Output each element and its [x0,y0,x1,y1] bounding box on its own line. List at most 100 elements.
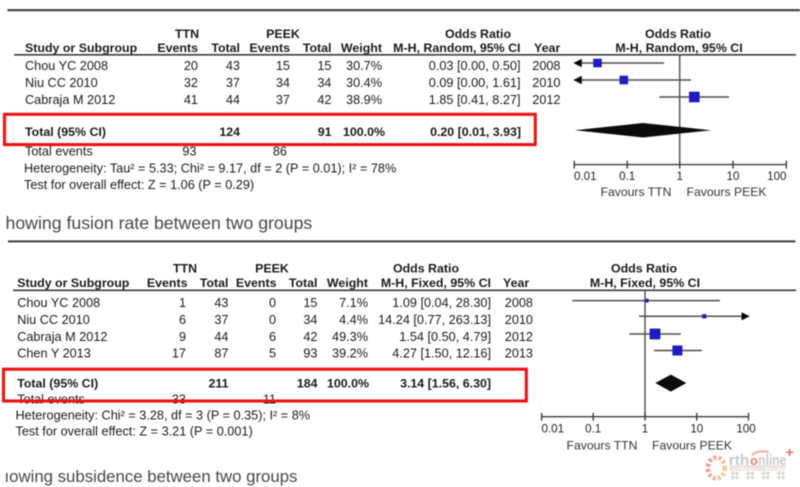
svg-text:+: + [786,445,794,460]
svg-text:211: 211 [209,377,229,391]
svg-text:Events: Events [249,41,290,55]
svg-text:Cabraja M 2012: Cabraja M 2012 [25,93,115,107]
svg-text:1.85 [0.41, 8.27]: 1.85 [0.41, 8.27] [429,93,521,107]
svg-text:Year: Year [503,276,529,290]
svg-text:3.14 [1.56, 6.30]: 3.14 [1.56, 6.30] [400,377,491,391]
svg-text:15: 15 [276,59,290,73]
svg-text:Weight: Weight [327,276,368,290]
svg-text:91: 91 [318,125,332,139]
svg-text:Total: Total [211,41,240,55]
svg-text:44: 44 [226,93,240,107]
svg-text:Odds Ratio: Odds Ratio [393,262,460,276]
svg-text:2012: 2012 [505,330,533,344]
svg-text:41: 41 [184,93,198,107]
svg-text:TTN: TTN [173,262,197,276]
svg-text:2012: 2012 [532,93,560,107]
svg-text:93: 93 [303,347,317,361]
svg-text:2008: 2008 [532,59,560,73]
svg-text:100.0%: 100.0% [343,125,385,139]
svg-text:Total (95% CI): Total (95% CI) [17,377,98,391]
svg-text:34: 34 [317,76,331,90]
svg-text:10: 10 [727,170,740,183]
svg-text:PEEK: PEEK [255,262,289,276]
svg-text:30.4%: 30.4% [346,76,382,90]
svg-text:Odds Ratio: Odds Ratio [611,262,678,276]
svg-text:93: 93 [182,144,196,158]
svg-text:Weight: Weight [341,41,382,55]
svg-text:Niu CC 2010: Niu CC 2010 [17,313,90,327]
svg-text:4.4%: 4.4% [339,313,368,327]
svg-text:Niu CC 2010: Niu CC 2010 [25,76,98,90]
svg-text:32: 32 [184,76,198,90]
svg-text:100: 100 [736,423,755,436]
svg-text:100: 100 [767,170,786,183]
svg-text:0.1: 0.1 [585,423,601,436]
svg-text:Favours TTN: Favours TTN [567,438,638,452]
svg-text:0.1: 0.1 [619,170,635,183]
svg-text:43: 43 [214,296,228,310]
svg-text:10: 10 [690,423,703,436]
svg-text:1.09 [0.04, 28.30]: 1.09 [0.04, 28.30] [392,296,491,310]
svg-text:o: o [750,453,758,468]
svg-text:Test for overall effect: Z = 1: Test for overall effect: Z = 1.06 (P = 0… [24,178,254,192]
svg-text:5: 5 [269,347,276,361]
svg-text:Favours TTN: Favours TTN [601,185,672,199]
svg-text:Chou YC 2008: Chou YC 2008 [17,296,100,310]
svg-text:43: 43 [226,59,240,73]
svg-text:184: 184 [297,377,318,391]
svg-text:4.27 [1.50, 12.16]: 4.27 [1.50, 12.16] [392,347,491,361]
svg-text:Test for overall effect: Z = 3: Test for overall effect: Z = 3.21 (P = 0… [16,425,253,439]
svg-text:Heterogeneity: Tau² = 5.33; Ch: Heterogeneity: Tau² = 5.33; Chi² = 9.17,… [24,162,396,176]
svg-text:Events: Events [157,41,198,55]
svg-text:Events: Events [236,276,277,290]
svg-text:Study or Subgroup: Study or Subgroup [25,41,138,55]
svg-text:Total: Total [200,276,229,290]
svg-text:14.24 [0.77, 263.13]: 14.24 [0.77, 263.13] [378,313,491,327]
svg-text:Year: Year [534,41,560,55]
svg-text:Events: Events [147,276,188,290]
svg-text:ıowing subsidence between two: ıowing subsidence between two groups [5,467,298,486]
svg-text:Cabraja M 2012: Cabraja M 2012 [17,330,107,344]
svg-text:15: 15 [317,59,331,73]
svg-text:2008: 2008 [505,296,533,310]
svg-text:0.20 [0.01, 3.93]: 0.20 [0.01, 3.93] [430,125,521,139]
svg-text:0.09 [0.00, 1.61]: 0.09 [0.00, 1.61] [429,76,521,90]
svg-text:6: 6 [179,313,186,327]
svg-text:Total events: Total events [25,144,93,158]
svg-text:Total (95% CI): Total (95% CI) [25,125,106,139]
svg-text:100.0%: 100.0% [327,377,369,391]
svg-text:Odds Ratio: Odds Ratio [445,27,512,41]
svg-text:0: 0 [269,296,276,310]
svg-text:86: 86 [273,144,287,158]
svg-text:2013: 2013 [505,347,533,361]
svg-text:6: 6 [269,330,276,344]
svg-text:1: 1 [642,423,648,436]
svg-text:Study or Subgroup: Study or Subgroup [17,276,130,290]
svg-text:PEEK: PEEK [266,27,300,41]
svg-text:Total: Total [303,41,332,55]
svg-text:Favours PEEK: Favours PEEK [687,185,767,199]
svg-text:15: 15 [303,296,317,310]
svg-text:TTN: TTN [175,27,199,41]
svg-text:0.03 [0.00, 0.50]: 0.03 [0.00, 0.50] [429,59,521,73]
svg-text:www.orthonline.com.cn: www.orthonline.com.cn [729,466,786,473]
svg-text:37: 37 [214,313,228,327]
svg-text:howing fusion rate between two: howing fusion rate between two groups [6,213,313,233]
svg-text:M-H, Fixed, 95% CI: M-H, Fixed, 95% CI [590,276,700,290]
svg-text:Heterogeneity: Chi² = 3.28, df: Heterogeneity: Chi² = 3.28, df = 3 (P = … [16,409,311,423]
svg-text:42: 42 [303,330,317,344]
svg-text:30.7%: 30.7% [346,59,382,73]
svg-text:87: 87 [214,347,228,361]
svg-text:37: 37 [226,76,240,90]
svg-text:rth: rth [729,453,750,469]
svg-text:17: 17 [172,347,186,361]
svg-text:Chen Y 2013: Chen Y 2013 [17,347,91,361]
svg-text:1: 1 [676,170,682,183]
svg-text:44: 44 [214,330,228,344]
svg-text:1: 1 [179,296,186,310]
svg-text:nline: nline [758,453,786,469]
svg-text:1.54 [0.50, 4.79]: 1.54 [0.50, 4.79] [399,330,491,344]
svg-text:34: 34 [276,76,290,90]
svg-text:M-H, Fixed, 95% CI: M-H, Fixed, 95% CI [381,276,491,290]
svg-text:2010: 2010 [505,313,533,327]
